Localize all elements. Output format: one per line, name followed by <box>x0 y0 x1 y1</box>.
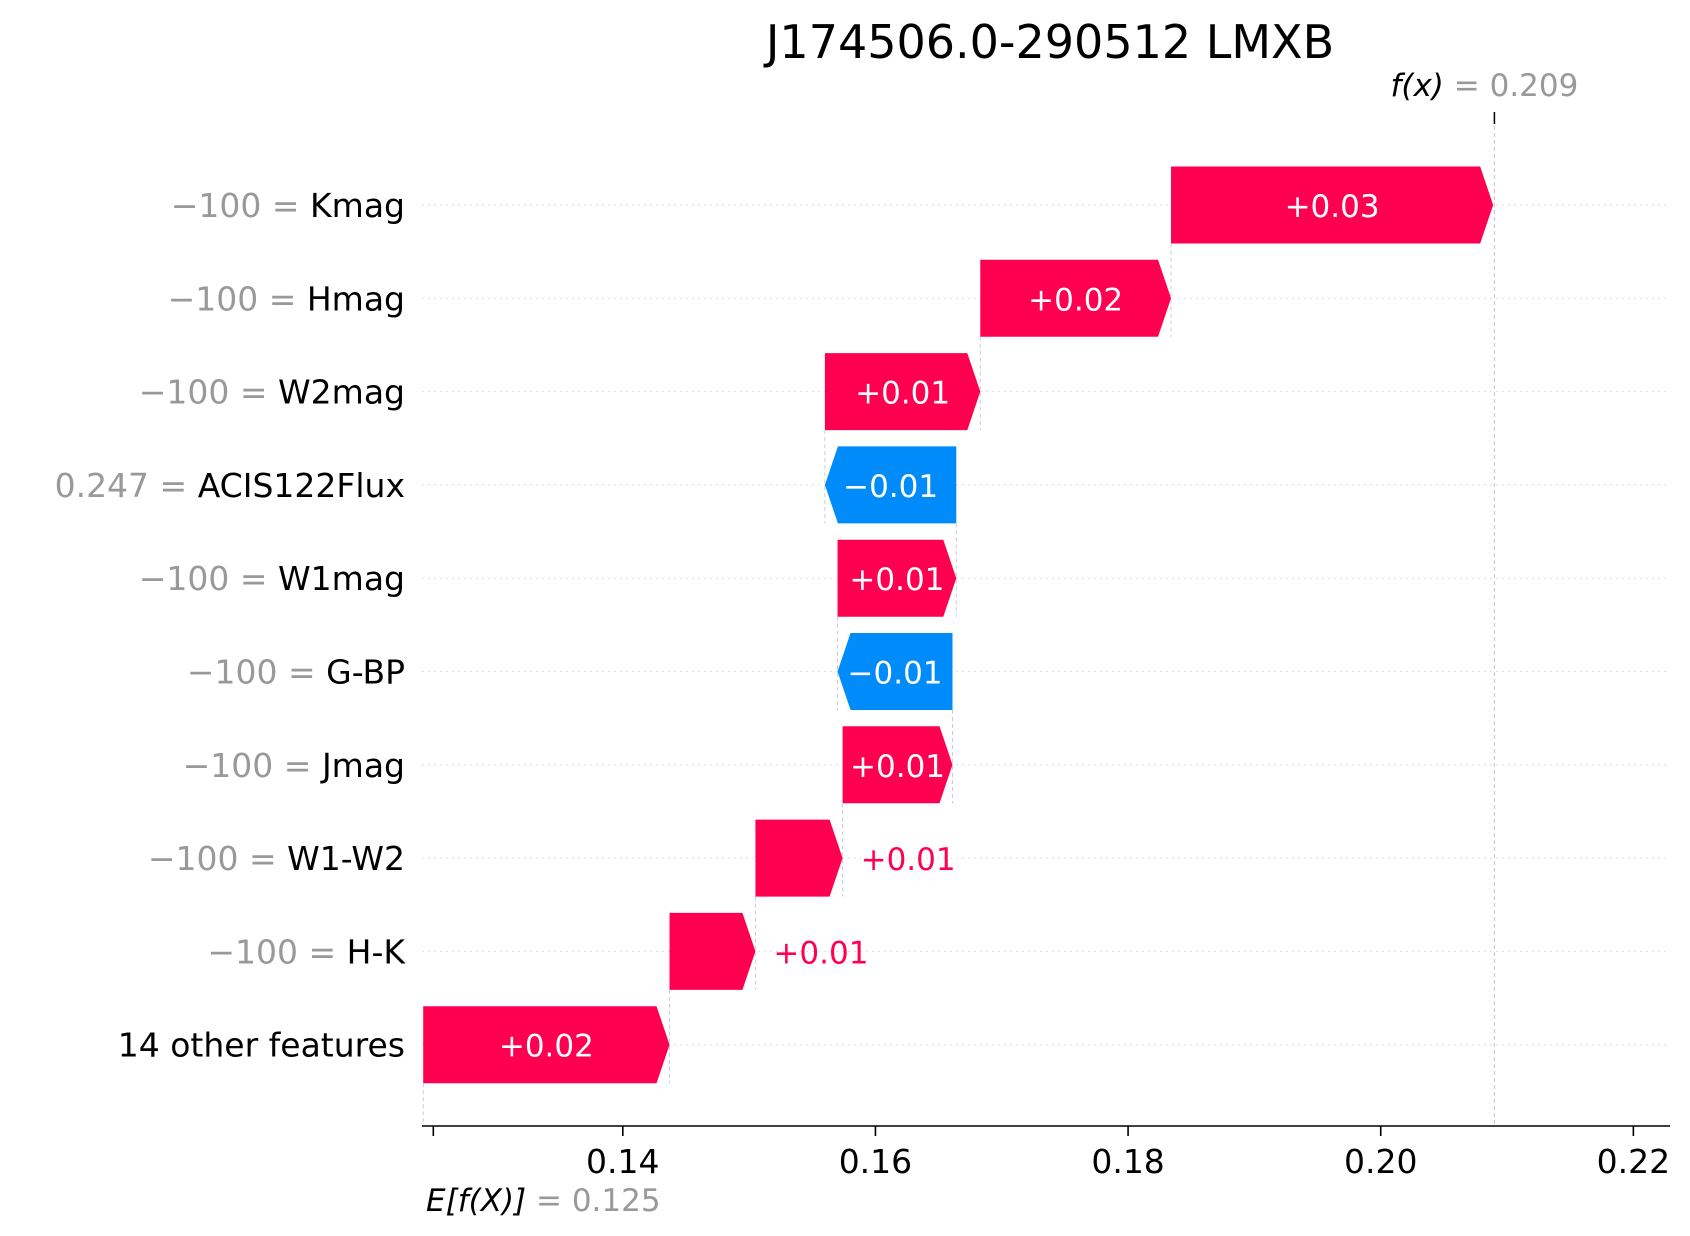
feature-label: 14 other features <box>118 1026 405 1065</box>
feature-name: Hmag <box>307 279 405 318</box>
connector-layer <box>422 112 1496 1126</box>
feature-value: −100 = <box>183 746 322 785</box>
feature-value: −100 = <box>187 653 326 692</box>
shap-value-label: −0.01 <box>848 656 943 692</box>
x-tick-label: 0.18 <box>1091 1142 1164 1181</box>
shap-bar <box>824 446 957 524</box>
feature-value: −100 = <box>139 559 278 598</box>
fx-symbol: f(x) <box>1390 68 1453 104</box>
shap-bar <box>842 726 953 804</box>
feature-label: −100 = Kmag <box>171 186 405 225</box>
x-tick-label: 0.14 <box>586 1142 659 1181</box>
feature-name: ACIS122Flux <box>198 466 405 505</box>
shap-value-label: +0.01 <box>861 842 956 878</box>
shap-value-label: +0.01 <box>850 749 945 785</box>
feature-label: −100 = W1mag <box>139 559 405 598</box>
bar-layer <box>423 166 1494 1084</box>
feature-label: −100 = H-K <box>207 932 406 971</box>
shap-bar <box>423 1006 670 1084</box>
shap-bar <box>824 353 981 431</box>
x-axis: 0.14 0.16 0.18 0.20 0.22 <box>422 1125 1670 1181</box>
feature-label: −100 = Hmag <box>168 279 405 318</box>
feature-value: −100 = <box>168 279 307 318</box>
x-tick-label: 0.20 <box>1344 1142 1417 1181</box>
fx-value: = 0.209 <box>1454 68 1579 104</box>
feature-label: −100 = W2mag <box>139 373 405 412</box>
shap-value-label: −0.01 <box>843 469 938 505</box>
feature-value: −100 = <box>139 373 278 412</box>
shap-bar <box>837 633 953 710</box>
shap-bar <box>1171 166 1494 244</box>
feature-name: Jmag <box>320 746 405 785</box>
efx-symbol: E[f(X)] <box>426 1183 536 1219</box>
shap-bar <box>837 539 957 617</box>
shap-value-label: +0.01 <box>773 935 868 971</box>
feature-name: G-BP <box>326 653 405 692</box>
x-tick-label: 0.22 <box>1597 1142 1670 1181</box>
shap-value-label: +0.03 <box>1285 189 1380 225</box>
grid-layer <box>422 204 1670 1046</box>
shap-value-label: +0.02 <box>499 1029 594 1065</box>
feature-value: −100 = <box>171 186 310 225</box>
feature-label: −100 = W1-W2 <box>148 839 405 878</box>
shap-value-label: +0.01 <box>855 376 950 412</box>
feature-value: −100 = <box>207 932 346 971</box>
feature-label: 0.247 = ACIS122Flux <box>55 466 405 505</box>
feature-name: W1mag <box>278 559 405 598</box>
label-layer: +0.03 −100 = Kmag +0.02 −100 = Hmag +0.01 −10… <box>55 186 1380 1065</box>
feature-value: −100 = <box>148 839 287 878</box>
feature-value: 0.247 = <box>55 466 198 505</box>
shap-value-label: +0.01 <box>849 562 944 598</box>
annotation-layer: f(x) = 0.209 E[f(X)] = 0.125 <box>426 68 1578 1219</box>
feature-name: Kmag <box>310 186 405 225</box>
feature-name: W2mag <box>278 373 405 412</box>
x-tick-label: 0.16 <box>839 1142 912 1181</box>
output-value-annotation: f(x) = 0.209 <box>1390 68 1578 104</box>
efx-value: = 0.125 <box>536 1183 661 1219</box>
base-value-annotation: E[f(X)] = 0.125 <box>426 1183 661 1219</box>
feature-label: −100 = Jmag <box>183 746 405 785</box>
shap-bar <box>669 912 756 990</box>
feature-name: W1-W2 <box>287 839 405 878</box>
chart-title: J174506.0-290512 LMXB <box>763 15 1334 69</box>
shap-bar <box>980 259 1172 337</box>
shap-value-label: +0.02 <box>1028 282 1123 318</box>
feature-name: 14 other features <box>118 1026 405 1065</box>
feature-label: −100 = G-BP <box>187 653 405 692</box>
feature-name: H-K <box>347 932 407 971</box>
shap-bar <box>755 819 843 897</box>
